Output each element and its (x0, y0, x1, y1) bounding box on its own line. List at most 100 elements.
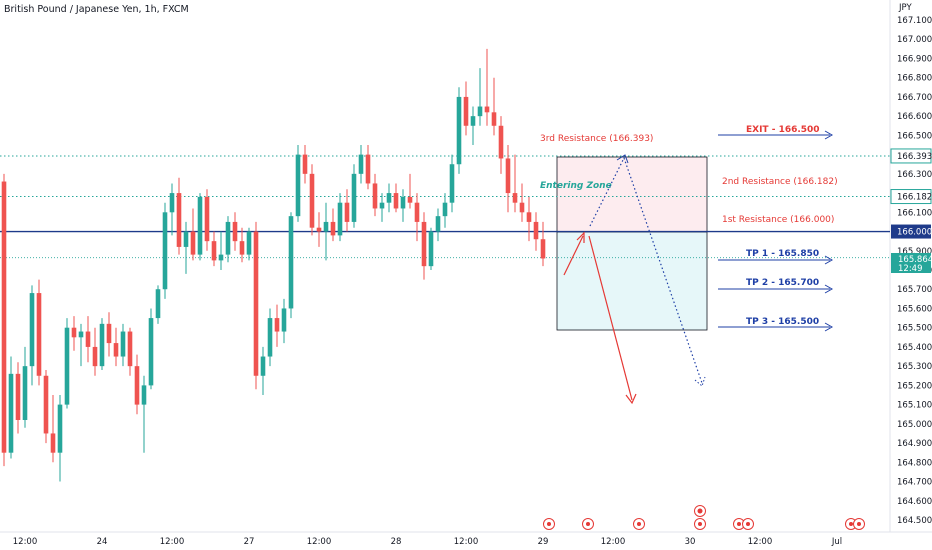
time-tick-label: 12:00 (307, 537, 332, 547)
candle-body (428, 231, 434, 267)
candle-body (302, 154, 308, 174)
time-axis-labels: 12:00 24 12:00 27 12:00 28 12:00 29 12:00 30 12:00… (13, 537, 842, 547)
candle-body (421, 221, 427, 267)
time-tick-label: 12:00 (13, 537, 38, 547)
second-resistance-label: 2nd Resistance (166.182) (722, 177, 838, 187)
candle-body (274, 318, 280, 332)
candle-body (183, 231, 189, 247)
candle-body (113, 343, 119, 357)
candle-body (337, 202, 343, 236)
price-axis-panel[interactable] (890, 0, 932, 550)
candle-body (330, 221, 336, 236)
candle-body (379, 202, 385, 209)
candle-body (8, 373, 14, 453)
price-tags: 166.393 166.182 166.000 (890, 148, 932, 239)
time-tick-label: 27 (244, 537, 255, 547)
candle-body (442, 202, 448, 217)
candle-body (239, 241, 245, 255)
price-tick-label: 166.100 (897, 208, 932, 218)
candle-body (323, 221, 329, 232)
candle-body (92, 346, 98, 367)
candle-body (57, 404, 63, 453)
price-tick-label: 166.300 (897, 170, 932, 180)
red-down-arrow (588, 235, 633, 401)
level-price-text: 166.182 (897, 193, 932, 203)
exit-label: EXIT - 166.500 (746, 125, 820, 135)
candle-body (344, 202, 350, 222)
currency-label: JPY (898, 3, 912, 13)
price-tick-label: 166.900 (897, 54, 932, 64)
price-tick-label: 165.200 (897, 381, 932, 391)
candle-body (211, 241, 217, 261)
price-tick-label: 164.700 (897, 478, 932, 488)
candle-body (358, 154, 364, 174)
red-down-arrowhead (625, 393, 637, 405)
candle-body (526, 212, 532, 222)
candle-body (435, 216, 441, 232)
candle-body (134, 366, 140, 405)
candle-body (36, 293, 42, 376)
candle-body (449, 164, 455, 203)
candle-body (64, 327, 70, 405)
candle-body (162, 212, 168, 290)
candle-body (253, 231, 259, 376)
candle-body (85, 331, 91, 347)
candle-body (505, 158, 511, 194)
candle-body (316, 227, 322, 232)
candle-body (281, 308, 287, 332)
economic-event-dot (857, 522, 861, 526)
economic-event-dot (746, 522, 750, 526)
candle-body (267, 318, 273, 357)
level-price-text: 166.000 (897, 228, 932, 238)
candle-body (43, 375, 49, 434)
candle-body (176, 193, 182, 247)
third-resistance-label: 3rd Resistance (166.393) (540, 134, 653, 144)
price-tick-label: 165.700 (897, 285, 932, 295)
candle-body (470, 116, 476, 126)
price-tick-label: 165.500 (897, 324, 932, 334)
time-tick-label: 24 (97, 537, 108, 547)
candle-body (498, 125, 504, 159)
event-markers[interactable] (543, 505, 865, 530)
price-tick-label: 166.800 (897, 74, 932, 84)
tp2-arrowhead (824, 284, 834, 294)
candle-body (148, 318, 154, 386)
candle-body (99, 323, 105, 367)
candle-body (246, 231, 252, 255)
candle-body (197, 196, 203, 255)
candle-body (519, 202, 525, 213)
time-tick-label: 29 (538, 537, 549, 547)
level-price-tag (890, 148, 932, 164)
candle-body (540, 239, 546, 259)
candle-body (407, 196, 413, 203)
candle-body (127, 331, 133, 367)
candle-body (169, 193, 175, 213)
economic-event-dot (547, 522, 551, 526)
time-tick-label: 12:00 (601, 537, 626, 547)
price-tick-label: 164.800 (897, 458, 932, 468)
tp2-label: TP 2 - 165.700 (746, 278, 819, 288)
entry-zone-upper (556, 156, 708, 233)
exit-arrowhead (824, 130, 834, 140)
current-price-tag[interactable] (891, 253, 931, 273)
candle-body (484, 106, 490, 113)
price-tick-label: 165.900 (897, 247, 932, 257)
time-tick-label: Jul (831, 537, 842, 547)
candle-body (225, 221, 231, 255)
economic-event-dot (637, 522, 641, 526)
candle-body (288, 216, 294, 309)
candle-body (456, 96, 462, 165)
entry-zone-lower (556, 231, 708, 331)
candle-body (155, 289, 161, 319)
price-tick-label: 166.500 (897, 131, 932, 141)
candle-body (106, 323, 112, 344)
candle-body (78, 331, 84, 338)
candle-body (120, 331, 126, 357)
blue-dotted-arrowhead-top (616, 154, 629, 164)
red-up-arrow (563, 235, 584, 276)
candle-body (260, 356, 266, 376)
current-price-value: 165.864 (898, 255, 932, 265)
candlesticks (1, 48, 546, 482)
price-tick-label: 165.400 (897, 343, 932, 353)
